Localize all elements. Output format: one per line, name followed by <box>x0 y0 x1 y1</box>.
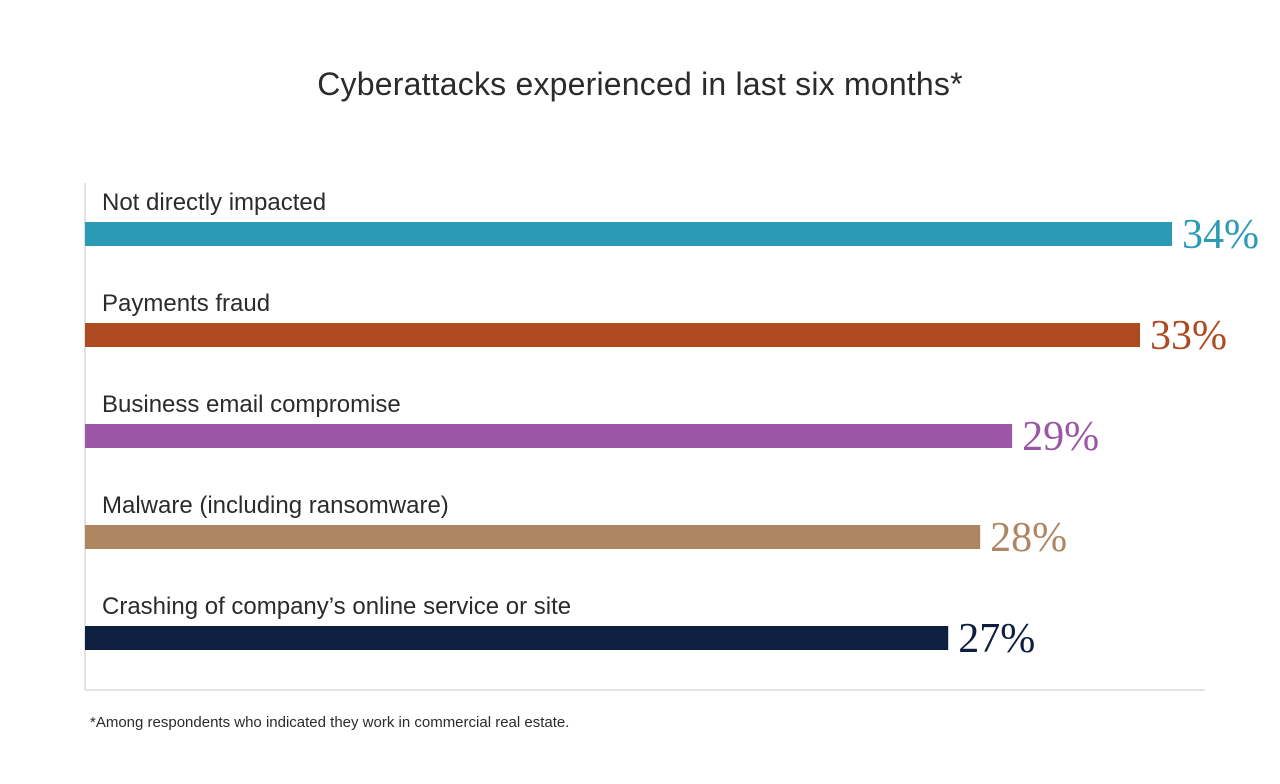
bar <box>85 626 949 650</box>
bar <box>85 525 981 549</box>
category-label: Not directly impacted <box>102 189 326 216</box>
category-label: Payments fraud <box>102 290 270 317</box>
chart-title: Cyberattacks experienced in last six mon… <box>317 66 963 102</box>
category-label: Malware (including ransomware) <box>102 492 449 519</box>
value-label: 27% <box>958 616 1035 662</box>
value-label: 34% <box>1182 212 1259 258</box>
footnote: *Among respondents who indicated they wo… <box>90 714 570 731</box>
bar <box>85 323 1141 347</box>
bar <box>85 424 1013 448</box>
category-label: Crashing of company’s online service or … <box>102 593 571 620</box>
value-label: 33% <box>1150 313 1227 359</box>
category-label: Business email compromise <box>102 391 401 418</box>
bar <box>85 222 1172 246</box>
value-label: 29% <box>1022 414 1099 460</box>
value-label: 28% <box>990 515 1067 561</box>
bars-group: Not directly impacted 34% Payments fraud 33… <box>85 189 1259 662</box>
